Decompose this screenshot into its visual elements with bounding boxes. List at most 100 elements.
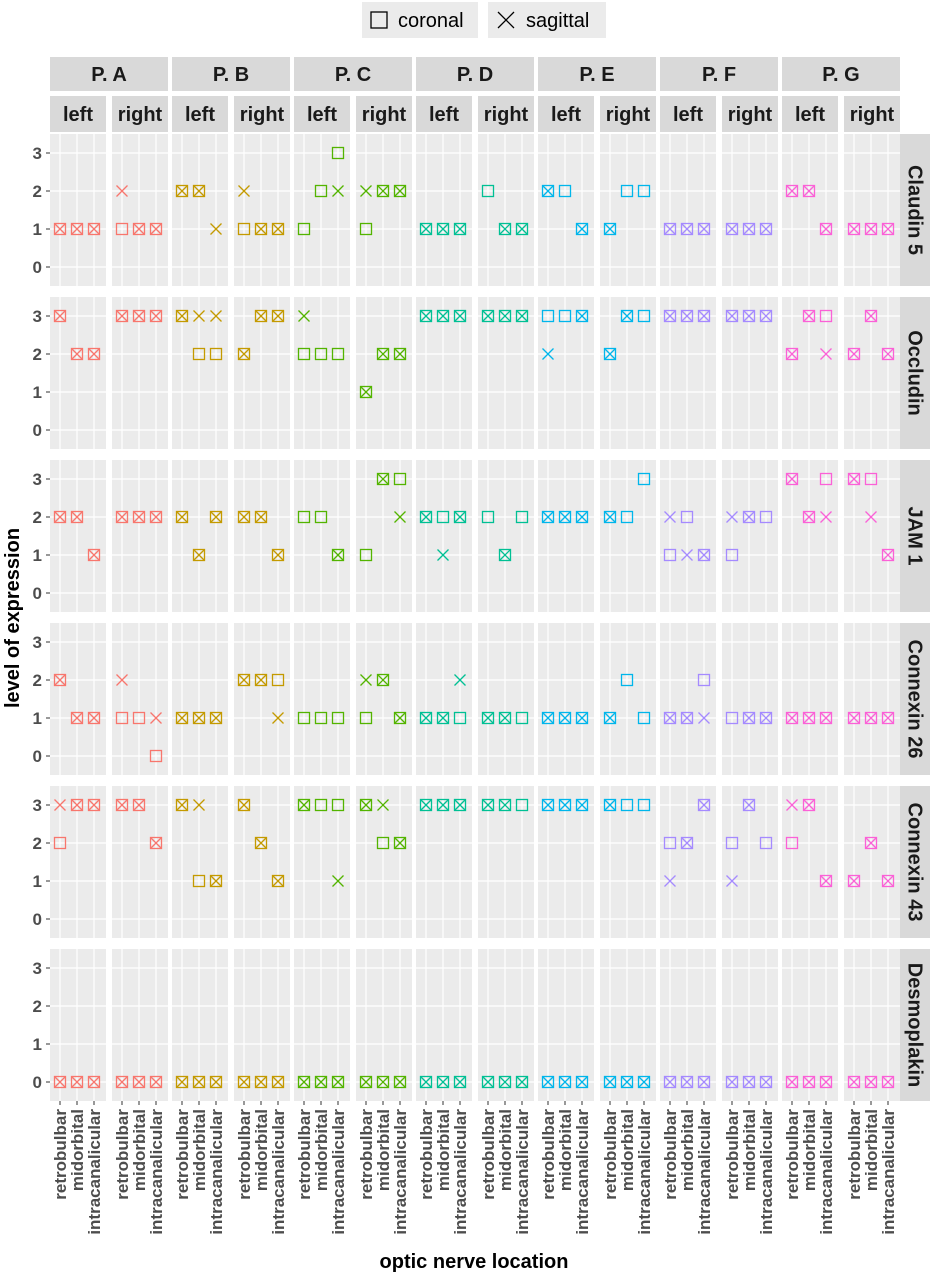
- strip-p-c-right: [356, 96, 412, 132]
- point-sagittal-midorbital: [193, 712, 205, 724]
- strip-label-p-d: P. D: [457, 64, 493, 86]
- x-tick-label-intracanalicular: intracanalicular: [147, 1109, 166, 1235]
- point-coronal-intracanalicular: [575, 798, 589, 812]
- point-sagittal-midorbital: [681, 310, 693, 322]
- strip-occludin: [898, 297, 930, 449]
- x-tick-label-midorbital: midorbital: [434, 1109, 453, 1191]
- point-sagittal-midorbital: [71, 348, 83, 360]
- strip-p-f-left: [660, 96, 716, 132]
- point-coronal-midorbital: [558, 1075, 572, 1089]
- panel-claudin-5-p-f-right: [722, 134, 778, 286]
- point-coronal-retrobulbar: [53, 1075, 67, 1089]
- point-coronal-midorbital: [314, 184, 328, 198]
- strip-label-p-b-right: right: [240, 104, 285, 126]
- point-sagittal-midorbital: [377, 185, 389, 197]
- point-coronal-intracanalicular: [759, 222, 773, 236]
- point-coronal-intracanalicular: [697, 798, 711, 812]
- point-coronal-midorbital: [254, 673, 268, 687]
- point-coronal-intracanalicular: [87, 347, 101, 361]
- panel-desmoplakin-p-d-left: [416, 949, 472, 1101]
- panel-connexin-26-p-b-left: [172, 623, 228, 775]
- point-sagittal-midorbital: [499, 310, 511, 322]
- point-coronal-retrobulbar: [359, 711, 373, 725]
- panel-background: [234, 460, 290, 612]
- panel-connexin-43-p-a-right: [112, 786, 168, 938]
- point-sagittal-midorbital: [133, 310, 145, 322]
- y-tick-label: 3: [33, 633, 42, 652]
- point-coronal-retrobulbar: [785, 711, 799, 725]
- panel-jam-1-p-a-left: [50, 460, 106, 612]
- point-coronal-retrobulbar: [359, 385, 373, 399]
- point-sagittal-intracanalicular: [882, 348, 894, 360]
- panel-background: [416, 623, 472, 775]
- panel-background: [538, 786, 594, 938]
- point-sagittal-retrobulbar: [238, 1076, 250, 1088]
- x-tick-label-intracanalicular: intracanalicular: [207, 1109, 226, 1235]
- point-sagittal-retrobulbar: [848, 1076, 860, 1088]
- panel-background: [112, 460, 168, 612]
- point-coronal-retrobulbar: [53, 510, 67, 524]
- y-tick-label: 1: [33, 1035, 42, 1054]
- point-sagittal-retrobulbar: [726, 223, 738, 235]
- x-tick-label-retrobulbar: retrobulbar: [113, 1109, 132, 1200]
- y-tick-label: 0: [33, 258, 42, 277]
- point-coronal-midorbital: [498, 798, 512, 812]
- point-sagittal-intracanalicular: [882, 875, 894, 887]
- point-sagittal-midorbital: [803, 310, 815, 322]
- point-sagittal-midorbital: [71, 223, 83, 235]
- panel-background: [782, 949, 838, 1101]
- y-tick-label: 2: [33, 182, 42, 201]
- point-coronal-midorbital: [132, 222, 146, 236]
- point-sagittal-retrobulbar: [786, 799, 798, 811]
- point-coronal-retrobulbar: [237, 347, 251, 361]
- panel-background: [660, 786, 716, 938]
- point-sagittal-retrobulbar: [176, 185, 188, 197]
- strip-label-desmoplakin: Desmoplakin: [904, 963, 926, 1087]
- point-sagittal-retrobulbar: [176, 511, 188, 523]
- point-sagittal-intracanalicular: [576, 712, 588, 724]
- point-coronal-retrobulbar: [297, 711, 311, 725]
- point-sagittal-retrobulbar: [726, 1076, 738, 1088]
- panel-background: [234, 297, 290, 449]
- point-sagittal-midorbital: [377, 348, 389, 360]
- strip-p-g-right: [844, 96, 900, 132]
- point-sagittal-intracanalicular: [210, 223, 222, 235]
- point-sagittal-retrobulbar: [176, 712, 188, 724]
- point-sagittal-retrobulbar: [786, 712, 798, 724]
- point-coronal-retrobulbar: [53, 836, 67, 850]
- panel-jam-1-p-d-right: [478, 460, 534, 612]
- x-tick-label-intracanalicular: intracanalicular: [757, 1109, 776, 1235]
- point-coronal-intracanalicular: [149, 510, 163, 524]
- panel-background: [722, 949, 778, 1101]
- y-tick-label: 0: [33, 910, 42, 929]
- point-coronal-midorbital: [132, 1075, 146, 1089]
- point-coronal-intracanalicular: [209, 510, 223, 524]
- point-sagittal-midorbital: [681, 549, 693, 561]
- point-sagittal-intracanalicular: [516, 1076, 528, 1088]
- strip-label-p-e-right: right: [606, 104, 651, 126]
- y-tick-label: 2: [33, 671, 42, 690]
- point-sagittal-intracanalicular: [394, 511, 406, 523]
- x-tick-label-intracanalicular: intracanalicular: [573, 1109, 592, 1235]
- point-coronal-midorbital: [802, 798, 816, 812]
- x-tick-label-retrobulbar: retrobulbar: [601, 1109, 620, 1200]
- strip-label-p-c-right: right: [362, 104, 407, 126]
- point-sagittal-retrobulbar: [238, 674, 250, 686]
- point-coronal-retrobulbar: [297, 1075, 311, 1089]
- point-sagittal-intracanalicular: [576, 1076, 588, 1088]
- panel-claudin-5-p-c-right: [356, 134, 412, 286]
- panel-desmoplakin-p-b-right: [234, 949, 290, 1101]
- x-tick-label-retrobulbar: retrobulbar: [539, 1109, 558, 1200]
- point-coronal-midorbital: [436, 510, 450, 524]
- point-sagittal-retrobulbar: [482, 310, 494, 322]
- point-sagittal-midorbital: [499, 799, 511, 811]
- point-sagittal-retrobulbar: [542, 348, 554, 360]
- point-sagittal-intracanalicular: [272, 1076, 284, 1088]
- point-sagittal-midorbital: [71, 1076, 83, 1088]
- point-sagittal-retrobulbar: [664, 875, 676, 887]
- point-coronal-midorbital: [376, 184, 390, 198]
- point-coronal-retrobulbar: [603, 347, 617, 361]
- point-coronal-retrobulbar: [481, 798, 495, 812]
- point-sagittal-intracanalicular: [88, 1076, 100, 1088]
- point-coronal-retrobulbar: [847, 1075, 861, 1089]
